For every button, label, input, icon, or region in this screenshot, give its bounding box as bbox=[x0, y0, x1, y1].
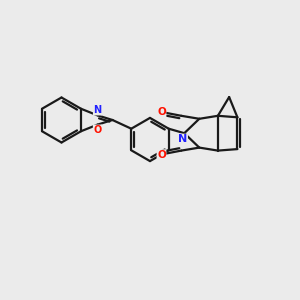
Text: O: O bbox=[157, 106, 166, 117]
Text: O: O bbox=[157, 150, 166, 160]
Text: N: N bbox=[178, 134, 188, 144]
Text: O: O bbox=[93, 125, 102, 135]
Text: N: N bbox=[93, 105, 101, 115]
